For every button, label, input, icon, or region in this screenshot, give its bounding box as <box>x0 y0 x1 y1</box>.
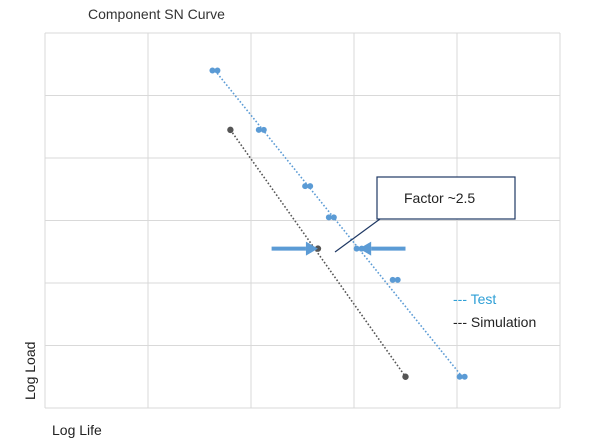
test-point <box>302 183 309 190</box>
test-point <box>255 126 262 133</box>
y-axis-label: Log Load <box>22 342 38 400</box>
legend: --- Test --- Simulation <box>453 291 536 330</box>
chart-grid <box>44 32 561 409</box>
callout-box <box>376 176 516 220</box>
test-point <box>389 276 396 283</box>
chart-title: Component SN Curve <box>88 6 225 22</box>
data-points <box>209 67 468 380</box>
test-point <box>461 373 468 380</box>
test-point <box>209 67 216 74</box>
test-point <box>456 373 463 380</box>
simulation-point <box>227 126 234 134</box>
test-point <box>260 126 267 133</box>
x-axis-label: Log Life <box>52 422 102 438</box>
callout-pointer <box>334 218 381 253</box>
callout-text: Factor ~2.5 <box>404 190 475 206</box>
legend-simulation: --- Simulation <box>453 314 536 330</box>
test-trend-line <box>214 69 463 378</box>
legend-test: --- Test <box>453 291 496 307</box>
test-point <box>325 214 332 221</box>
annotation-arrows <box>271 241 406 256</box>
test-point <box>394 276 401 283</box>
factor-callout: Factor ~2.5 <box>334 176 516 253</box>
test-point <box>330 214 337 221</box>
test-point <box>214 67 221 74</box>
arrow-right-head <box>305 241 318 256</box>
trend-lines <box>214 69 463 378</box>
simulation-point <box>402 373 409 380</box>
test-point <box>353 245 360 252</box>
simulation-trend-line <box>229 129 407 378</box>
test-point <box>307 183 314 190</box>
arrow-left-head <box>359 241 372 256</box>
